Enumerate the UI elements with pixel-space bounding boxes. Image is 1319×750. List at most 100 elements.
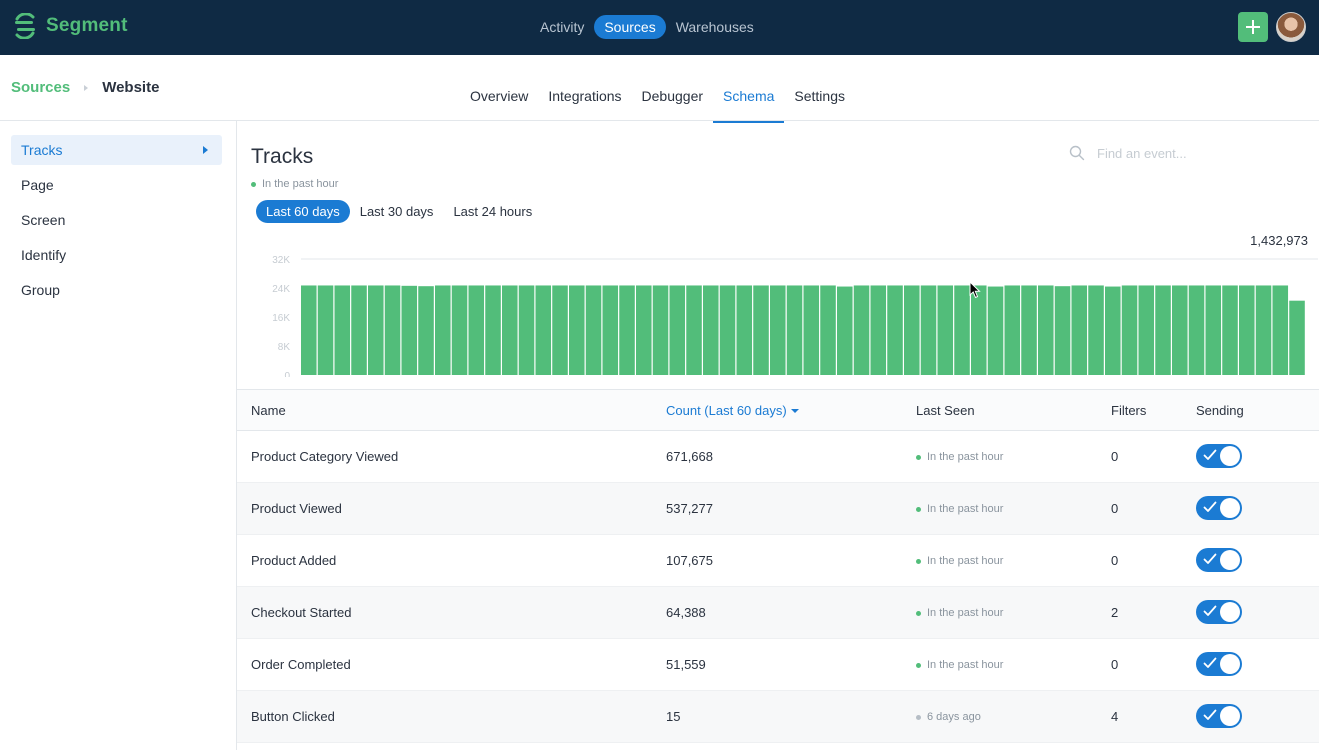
chart-bar[interactable]: [1105, 286, 1121, 375]
chart-bar[interactable]: [1054, 286, 1071, 375]
table-row[interactable]: Order Completed 51,559 In the past hour 0: [237, 639, 1319, 691]
sending-toggle[interactable]: [1196, 652, 1242, 676]
chart-bar[interactable]: [1172, 285, 1188, 375]
column-header-sending[interactable]: Sending: [1196, 403, 1244, 418]
chart-bar[interactable]: [502, 285, 518, 375]
chart-bar[interactable]: [786, 285, 803, 375]
chart-bar[interactable]: [736, 285, 753, 375]
chart-bar[interactable]: [870, 285, 887, 375]
chart-bar[interactable]: [518, 285, 535, 375]
event-filters[interactable]: 0: [1111, 553, 1119, 568]
event-name[interactable]: Product Viewed: [251, 501, 342, 516]
chart-bar[interactable]: [837, 286, 853, 375]
chart-bar[interactable]: [770, 285, 786, 375]
chart-bar[interactable]: [719, 285, 736, 375]
chart-bar[interactable]: [920, 285, 937, 375]
chart-bar[interactable]: [535, 285, 552, 375]
sidebar-item-identify[interactable]: Identify: [11, 240, 222, 270]
sidebar-item-group[interactable]: Group: [11, 275, 222, 305]
breadcrumb-sources[interactable]: Sources: [11, 79, 71, 96]
sidebar-item-page[interactable]: Page: [11, 170, 222, 200]
range-last-24-hours[interactable]: Last 24 hours: [453, 204, 533, 219]
tab-settings[interactable]: Settings: [794, 88, 845, 104]
chart-bar[interactable]: [468, 285, 485, 375]
chart-bar[interactable]: [636, 285, 652, 375]
chart-bar[interactable]: [418, 286, 434, 375]
chart-bar[interactable]: [1004, 285, 1021, 375]
search-input[interactable]: [1097, 145, 1277, 161]
table-row[interactable]: Product Category Viewed 671,668 In the pas…: [237, 431, 1319, 483]
chart-bar[interactable]: [703, 285, 719, 375]
tab-overview[interactable]: Overview: [470, 88, 529, 104]
chart-bar[interactable]: [1239, 285, 1255, 375]
chart-bar[interactable]: [753, 285, 769, 375]
chart-bar[interactable]: [317, 285, 334, 375]
chart-bar[interactable]: [1088, 285, 1104, 375]
chart-bar[interactable]: [937, 285, 954, 375]
chart-bar[interactable]: [585, 285, 602, 375]
table-row[interactable]: Product Added 107,675 In the past hour 0: [237, 535, 1319, 587]
chart-bar[interactable]: [669, 285, 686, 375]
column-header-filters[interactable]: Filters: [1111, 403, 1147, 418]
chart-bar[interactable]: [1121, 285, 1138, 375]
chart-bar[interactable]: [1289, 300, 1305, 375]
event-name[interactable]: Product Category Viewed: [251, 449, 399, 464]
chart-bar[interactable]: [820, 285, 836, 375]
chart-bar[interactable]: [1138, 285, 1155, 375]
chart-bar[interactable]: [485, 285, 501, 375]
chart-bar[interactable]: [853, 285, 870, 375]
chart-bar[interactable]: [652, 285, 669, 375]
event-filters[interactable]: 0: [1111, 449, 1119, 464]
chart-bar[interactable]: [1205, 285, 1222, 375]
nav-activity[interactable]: Activity: [540, 19, 585, 35]
table-row[interactable]: Button Clicked 15 6 days ago 4: [237, 691, 1319, 743]
chart-bar[interactable]: [904, 285, 920, 375]
sending-toggle[interactable]: [1196, 548, 1242, 572]
table-row[interactable]: Product Viewed 537,277 In the past hour 0: [237, 483, 1319, 535]
chart-bar[interactable]: [1155, 285, 1171, 375]
chart-bar[interactable]: [887, 285, 903, 375]
event-filters[interactable]: 2: [1111, 605, 1119, 620]
tab-schema[interactable]: Schema: [713, 88, 785, 123]
chart-bar[interactable]: [987, 286, 1004, 375]
chart-bar[interactable]: [1255, 285, 1272, 375]
sending-toggle[interactable]: [1196, 496, 1242, 520]
chart-bar[interactable]: [569, 285, 585, 375]
event-filters[interactable]: 0: [1111, 501, 1119, 516]
chart-bar[interactable]: [1188, 285, 1205, 375]
column-header-last-seen[interactable]: Last Seen: [916, 403, 975, 418]
chart-bar[interactable]: [301, 285, 317, 375]
chart-bar[interactable]: [619, 285, 635, 375]
event-filters[interactable]: 4: [1111, 709, 1119, 724]
sending-toggle[interactable]: [1196, 704, 1242, 728]
chart-bar[interactable]: [954, 285, 970, 375]
range-last-60-days[interactable]: Last 60 days: [256, 200, 350, 223]
chart-bar[interactable]: [1272, 285, 1289, 375]
tab-debugger[interactable]: Debugger: [641, 88, 704, 104]
column-header-count[interactable]: Count (Last 60 days): [666, 403, 799, 418]
range-last-30-days[interactable]: Last 30 days: [359, 204, 434, 219]
chart-bar[interactable]: [971, 285, 987, 375]
sending-toggle[interactable]: [1196, 600, 1242, 624]
chart-bar[interactable]: [1038, 285, 1054, 375]
chart-bar[interactable]: [334, 285, 351, 375]
chart-bar[interactable]: [803, 285, 820, 375]
sending-toggle[interactable]: [1196, 444, 1242, 468]
chart-bar[interactable]: [1021, 285, 1037, 375]
sidebar-item-tracks[interactable]: Tracks: [11, 135, 222, 165]
chart-bar[interactable]: [686, 285, 702, 375]
event-filters[interactable]: 0: [1111, 657, 1119, 672]
column-header-name[interactable]: Name: [251, 403, 286, 418]
chart-bar[interactable]: [384, 285, 401, 375]
chart-bar[interactable]: [351, 285, 367, 375]
chart-bar[interactable]: [451, 285, 468, 375]
sidebar-item-screen[interactable]: Screen: [11, 205, 222, 235]
chart-bar[interactable]: [552, 285, 568, 375]
chart-bar[interactable]: [1222, 285, 1238, 375]
chart-bar[interactable]: [368, 285, 384, 375]
avatar[interactable]: [1276, 12, 1306, 42]
chart-bar[interactable]: [602, 285, 619, 375]
event-name[interactable]: Product Added: [251, 553, 337, 568]
segment-logo[interactable]: Segment: [12, 13, 128, 39]
chart-bar[interactable]: [401, 285, 418, 375]
